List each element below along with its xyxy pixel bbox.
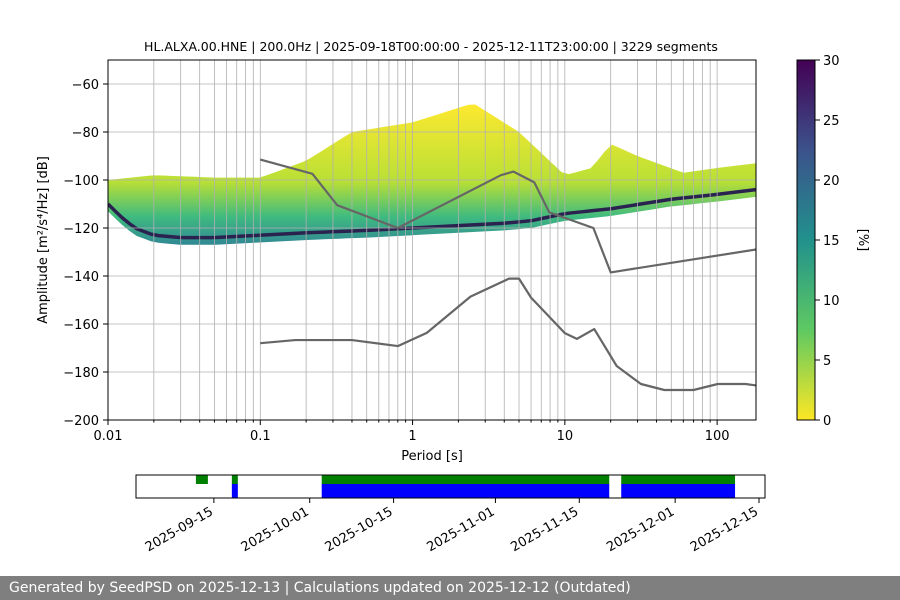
availability-frame	[135, 474, 766, 499]
chart-title: HL.ALXA.00.HNE | 200.0Hz | 2025-09-18T00…	[144, 39, 718, 54]
noise-model-curves	[259, 158, 756, 392]
colorbar: 0 5 10 15 20 25 30 [%]	[796, 54, 870, 429]
availability-bars	[195, 475, 736, 498]
y-tick-label: −160	[63, 318, 99, 333]
date-tick-label: 2025-10-01	[239, 504, 312, 555]
colorbar-tick-label: 10	[823, 294, 840, 309]
availability-strip: 2025-09-15 2025-10-01 2025-10-15 2025-11-01…	[135, 474, 766, 555]
noise-model-nlnm	[260, 277, 756, 392]
plot-frame	[107, 59, 757, 421]
x-tick-label: 0.01	[94, 429, 123, 444]
footer-bar: Generated by SeedPSD on 2025-12-13 | Cal…	[0, 576, 900, 600]
colorbar-tick-label: 5	[823, 354, 831, 369]
date-tick-label: 2025-11-15	[508, 504, 581, 555]
date-tick-label: 2025-09-15	[143, 504, 216, 555]
y-tick-label: −120	[63, 222, 99, 237]
colorbar-ticks: 0 5 10 15 20 25 30	[815, 54, 840, 429]
y-tick-label: −180	[63, 366, 99, 381]
date-tick-label: 2025-12-01	[604, 504, 677, 555]
y-tick-label: −200	[63, 414, 99, 429]
date-tick-label: 2025-12-15	[688, 504, 761, 555]
date-tick-label: 2025-11-01	[424, 504, 497, 555]
availability-green-bar	[621, 475, 736, 484]
footer-text: Generated by SeedPSD on 2025-12-13 | Cal…	[9, 580, 631, 596]
y-tick-label: −60	[72, 78, 99, 93]
availability-green-bar	[231, 475, 238, 484]
availability-green-bar	[195, 475, 208, 484]
y-axis-ticks: −60 −80 −100 −120 −140 −160 −180 −200	[63, 78, 108, 429]
x-tick-label: 100	[705, 429, 730, 444]
x-tick-label: 1	[408, 429, 416, 444]
colorbar-tick-label: 15	[823, 234, 840, 249]
psd-mode-ridge	[108, 187, 756, 240]
psd-axes: 0.01 0.1 1 10 100 −60 −80 −100 −120 −140 −160 −180…	[63, 59, 757, 444]
x-axis-ticks: 0.01 0.1 1 10 100	[94, 420, 730, 444]
psd-heatmap	[108, 104, 756, 245]
x-tick-label: 10	[557, 429, 574, 444]
y-axis-label: Amplitude [m²/s⁴/Hz] [dB]	[36, 156, 51, 324]
availability-blue-bar	[321, 484, 610, 498]
availability-blue-bar	[621, 484, 736, 498]
colorbar-tick-label: 30	[823, 54, 840, 69]
colorbar-tick-label: 0	[823, 414, 831, 429]
y-tick-label: −140	[63, 270, 99, 285]
y-tick-label: −80	[72, 126, 99, 141]
x-axis-label: Period [s]	[401, 449, 463, 464]
availability-green-bar	[321, 475, 610, 484]
date-tick-label: 2025-10-15	[323, 504, 396, 555]
colorbar-tick-label: 20	[823, 174, 840, 189]
y-tick-label: −100	[63, 174, 99, 189]
colorbar-scale	[796, 59, 816, 421]
colorbar-label: [%]	[855, 229, 870, 252]
noise-model-nhnm	[259, 158, 756, 274]
availability-date-ticks: 2025-09-15 2025-10-01 2025-10-15 2025-11-01…	[143, 498, 761, 555]
colorbar-tick-label: 25	[823, 114, 840, 129]
availability-blue-bar	[231, 484, 238, 498]
x-tick-label: 0.1	[250, 429, 271, 444]
